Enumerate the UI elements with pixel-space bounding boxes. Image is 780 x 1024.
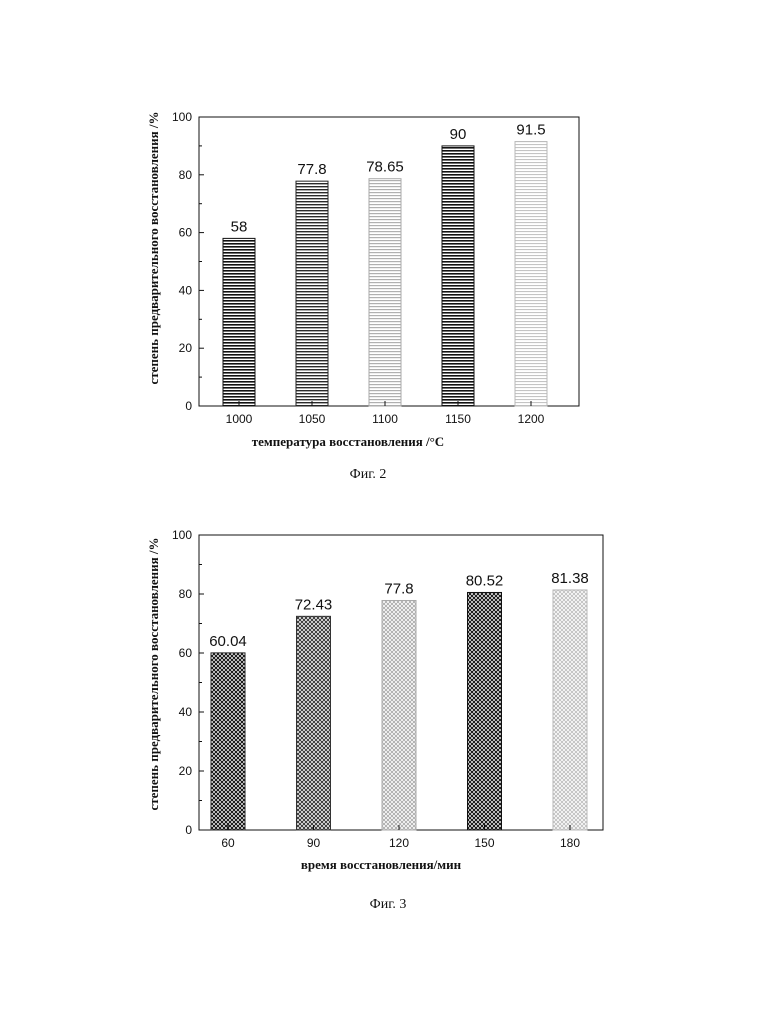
chart-0-caption: Фиг. 2	[350, 467, 387, 482]
data-label-1050: 77.8	[297, 161, 326, 178]
chart-1-caption: Фиг. 3	[370, 897, 407, 912]
bar-90	[297, 616, 331, 830]
y-tick-label: 0	[185, 823, 192, 837]
y-tick-label: 100	[172, 528, 192, 542]
chart-0-xlabel: температура восстановления /°C	[252, 434, 444, 449]
x-tick-label-60: 60	[221, 836, 235, 850]
y-tick-label: 20	[179, 341, 193, 355]
bar-1150	[442, 146, 474, 406]
y-tick-label: 80	[179, 168, 193, 182]
bar-1100	[369, 179, 401, 406]
y-tick-label: 60	[179, 646, 193, 660]
y-tick-label: 20	[179, 764, 193, 778]
bar-60	[211, 653, 245, 830]
chart-temperature: 0 20 40 60 80 100 58 1000 77.8 1050 78.65 1100 90 115…	[172, 110, 579, 426]
y-tick-label: 60	[179, 226, 193, 240]
x-tick-label-180: 180	[560, 836, 580, 850]
data-label-1000: 58	[231, 218, 248, 235]
x-tick-label-120: 120	[389, 836, 409, 850]
x-tick-label-1100: 1100	[372, 412, 398, 426]
data-label-60: 60.04	[209, 633, 247, 650]
y-tick-label: 100	[172, 110, 192, 124]
x-tick-label-1050: 1050	[299, 412, 326, 426]
data-label-1150: 90	[450, 126, 467, 143]
data-label-1200: 91.5	[516, 122, 545, 139]
y-tick-label: 40	[179, 283, 193, 297]
y-tick-label: 40	[179, 705, 193, 719]
data-label-150: 80.52	[466, 572, 504, 589]
bar-1200	[515, 142, 547, 406]
data-label-120: 77.8	[384, 580, 413, 597]
chart-1-ylabel: степень предварительного восстановления …	[146, 537, 161, 810]
chart-0-ylabel: степень предварительного восстановления …	[146, 111, 161, 384]
x-tick-label-1150: 1150	[445, 412, 471, 426]
data-label-180: 81.38	[551, 570, 589, 587]
bar-150	[468, 592, 502, 830]
x-tick-label-1200: 1200	[518, 412, 545, 426]
x-tick-label-150: 150	[474, 836, 494, 850]
bar-120	[382, 600, 416, 830]
x-tick-label-1000: 1000	[226, 412, 253, 426]
bar-1000	[223, 238, 255, 406]
data-label-1100: 78.65	[366, 159, 404, 176]
y-tick-label: 80	[179, 587, 193, 601]
y-tick-label: 0	[185, 399, 192, 413]
data-label-90: 72.43	[295, 596, 333, 613]
x-tick-label-90: 90	[307, 836, 321, 850]
chart-time: 0 20 40 60 80 100 60.04 60 72.43 90 77.8 120 80.52 15…	[172, 528, 603, 850]
bar-1050	[296, 181, 328, 406]
bar-180	[553, 590, 587, 830]
chart-1-xlabel: время восстановления/мин	[301, 857, 462, 872]
